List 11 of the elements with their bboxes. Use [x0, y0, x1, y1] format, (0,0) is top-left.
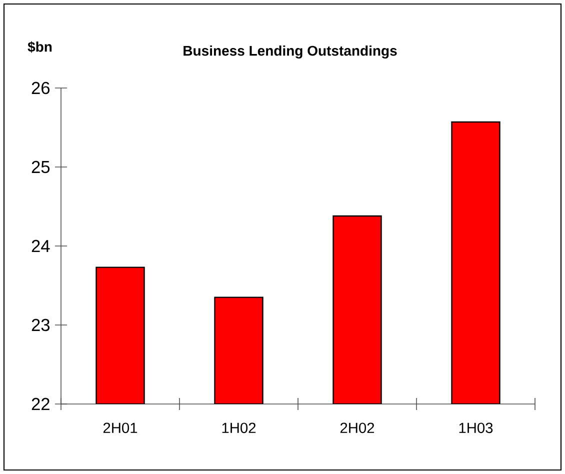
y-tick-label: 23	[32, 318, 50, 332]
x-tick-label: 1H02	[222, 422, 256, 434]
y-tick-label: 25	[32, 160, 50, 174]
y-tick-label: 22	[32, 398, 50, 410]
y-tick-label: 24	[32, 240, 50, 252]
x-tick-label: 2H02	[340, 422, 374, 434]
y-axis-title: $bn	[28, 41, 52, 53]
chart-title: Business Lending Outstandings	[184, 45, 397, 59]
x-tick-label: 2H01	[103, 422, 138, 434]
x-tick-label: 1H03	[459, 422, 493, 434]
y-tick-label: 26	[32, 82, 50, 94]
